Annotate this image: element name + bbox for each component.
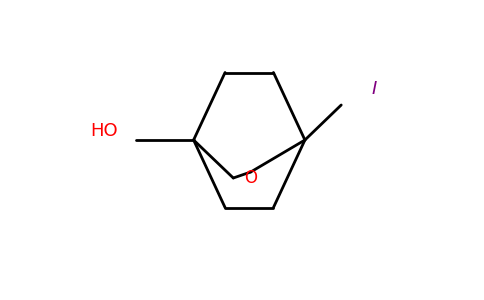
Text: I: I [371,80,376,98]
Text: O: O [244,169,257,187]
Text: HO: HO [90,122,118,140]
